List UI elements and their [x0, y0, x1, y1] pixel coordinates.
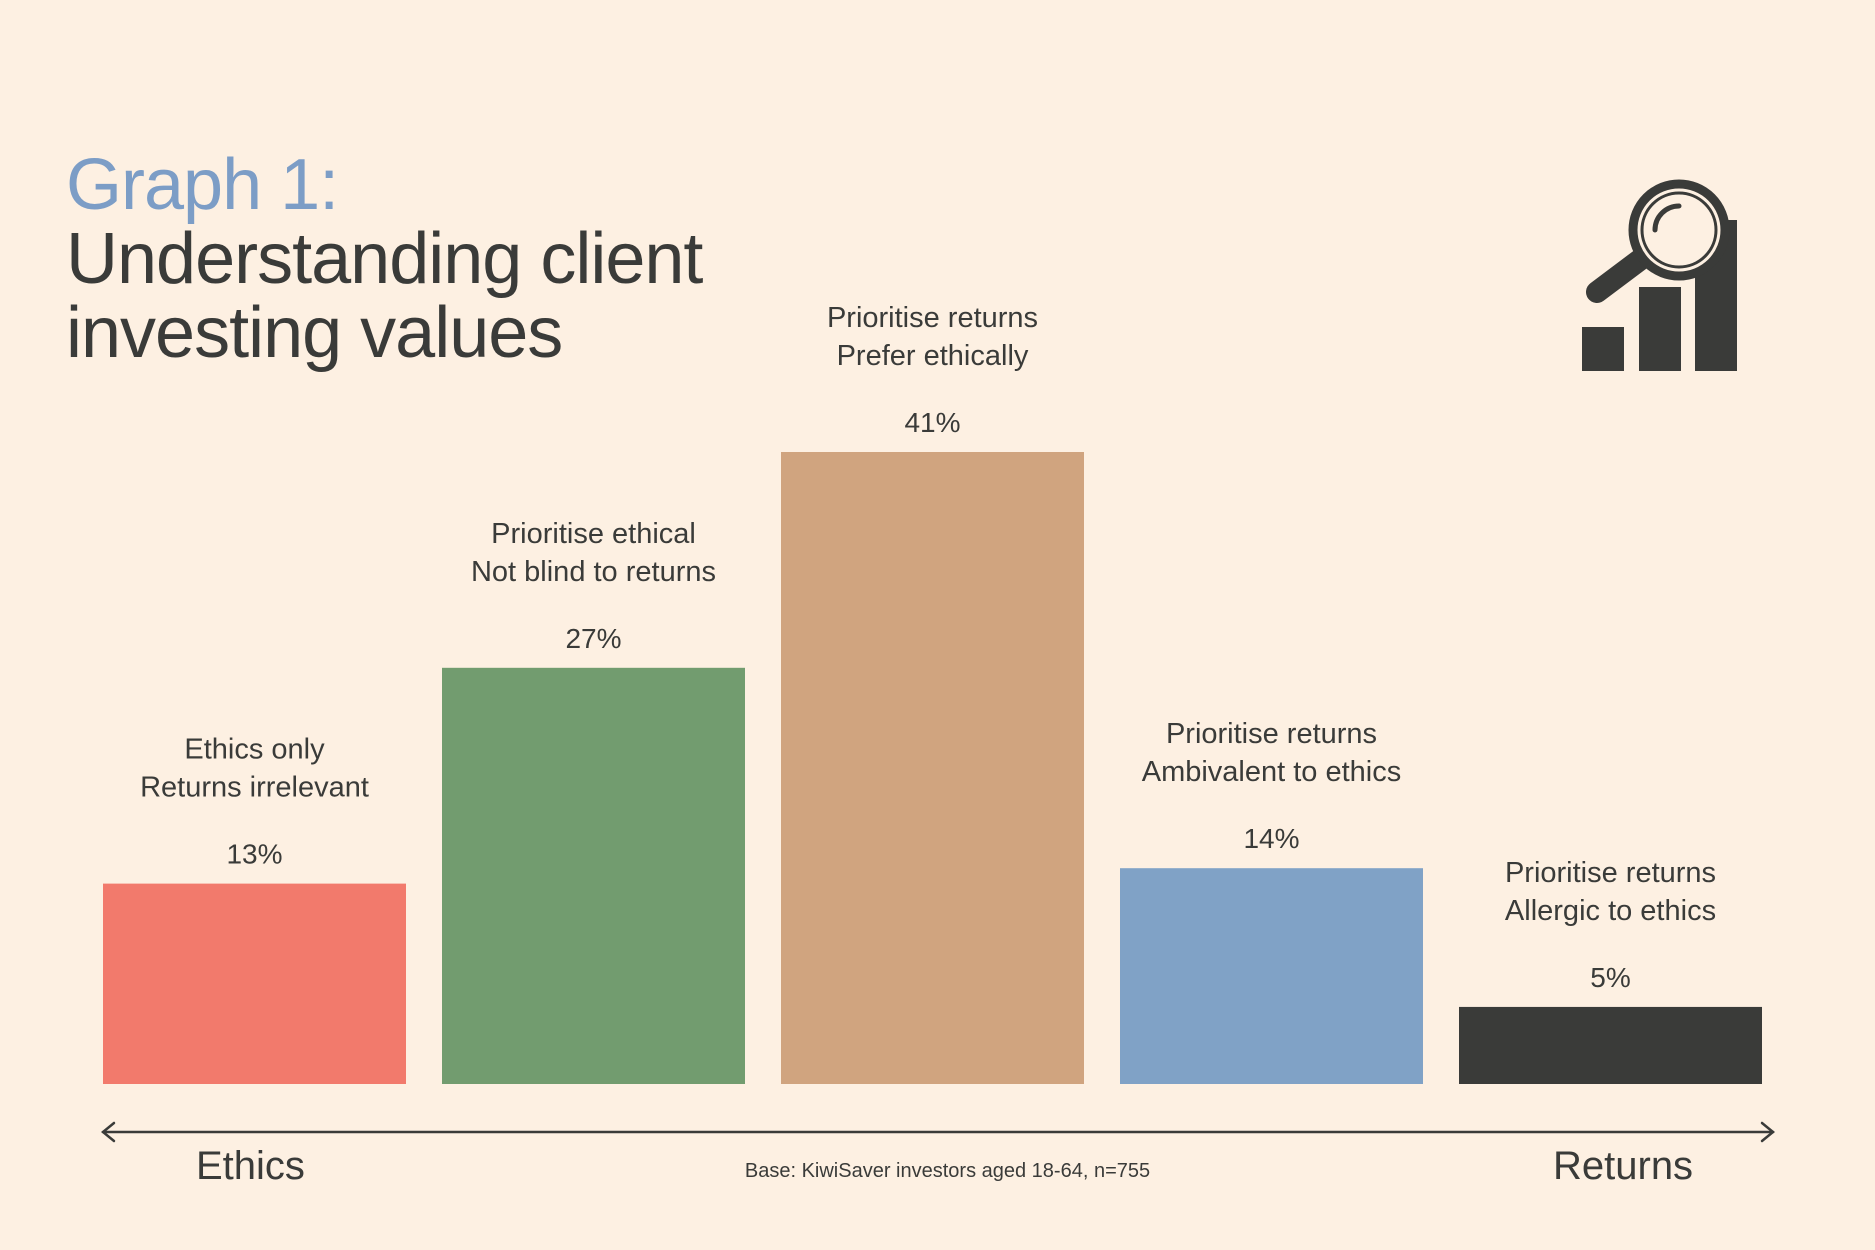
value-label-3: 41% — [904, 407, 960, 438]
category-label-3-line-2: Prefer ethically — [837, 340, 1029, 372]
bar-5 — [1459, 1006, 1762, 1084]
title-line-2: Understanding client — [66, 219, 703, 299]
category-label-2-line-2: Not blind to returns — [471, 556, 716, 588]
axis-label-ethics: Ethics — [196, 1144, 305, 1188]
category-label-4-line-2: Ambivalent to ethics — [1142, 756, 1402, 788]
bar-2 — [442, 667, 745, 1084]
bar-4 — [1120, 868, 1423, 1084]
category-label-1-line-1: Ethics only — [184, 734, 325, 766]
category-label-5-line-2: Allergic to ethics — [1505, 895, 1716, 927]
value-label-2: 27% — [565, 623, 621, 654]
value-label-5: 5% — [1590, 962, 1630, 993]
category-label-5-line-1: Prioritise returns — [1505, 857, 1716, 889]
chart-title: Graph 1: Understanding client investing … — [66, 145, 703, 373]
title-line-3: investing values — [66, 293, 563, 373]
title-line-1: Graph 1: — [66, 145, 339, 225]
value-label-4: 14% — [1243, 823, 1299, 854]
axis-arrow — [101, 1121, 1775, 1143]
bar-1 — [103, 883, 406, 1084]
category-label-3-line-1: Prioritise returns — [827, 302, 1038, 334]
bar-3 — [781, 452, 1084, 1084]
base-note: Base: KiwiSaver investors aged 18-64, n=… — [744, 1160, 1151, 1182]
value-label-1: 13% — [226, 839, 282, 870]
axis-label-returns: Returns — [1553, 1144, 1694, 1188]
magnifier-bar-chart-icon — [1582, 179, 1737, 371]
category-label-2-line-1: Prioritise ethical — [491, 518, 696, 550]
category-label-4-line-1: Prioritise returns — [1166, 718, 1377, 750]
category-label-1-line-2: Returns irrelevant — [140, 772, 369, 804]
